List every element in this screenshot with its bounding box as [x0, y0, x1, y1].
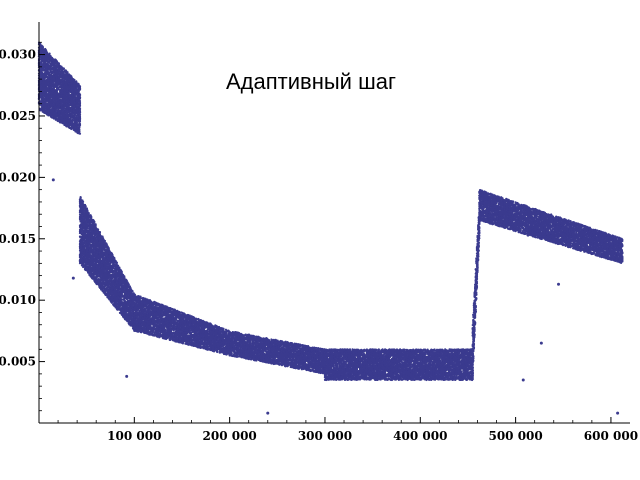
data-point [98, 231, 102, 234]
data-point [90, 215, 93, 218]
data-point [78, 104, 82, 107]
data-point [82, 200, 85, 203]
data-point [78, 108, 82, 111]
data-point [41, 46, 44, 49]
data-point [78, 96, 82, 99]
data-point [78, 113, 82, 116]
data-point [75, 80, 78, 83]
data-point [66, 71, 69, 74]
data-point [93, 220, 96, 223]
data-point [78, 93, 82, 97]
data-point [78, 99, 82, 103]
data-point [78, 124, 82, 127]
data-point [102, 256, 105, 259]
data-points [37, 41, 624, 415]
data-point [78, 128, 81, 131]
data-point [45, 51, 49, 54]
data-point [78, 118, 82, 121]
data-point [78, 132, 82, 135]
data-point [57, 62, 60, 65]
data-point [78, 88, 82, 91]
data-point [78, 110, 82, 113]
data-point [77, 90, 80, 93]
data-point [94, 223, 97, 226]
data-point [97, 228, 100, 232]
data-point [78, 126, 81, 129]
data-point [41, 75, 44, 78]
data-point [73, 113, 77, 117]
data-point [87, 211, 90, 215]
data-point [78, 102, 82, 105]
